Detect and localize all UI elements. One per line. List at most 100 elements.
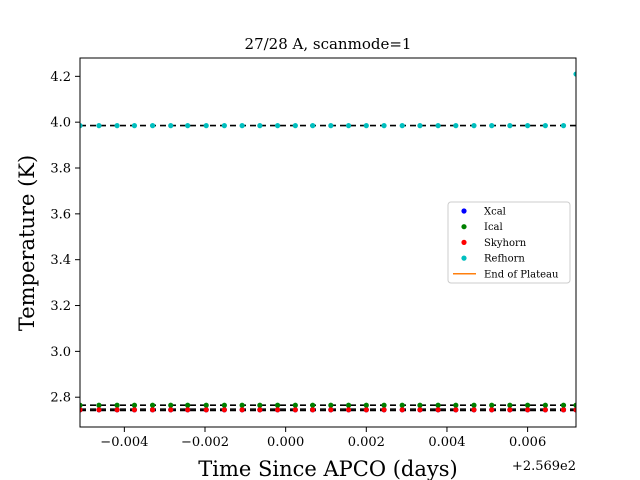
legend-marker — [461, 255, 467, 261]
x-tick-label: 0.002 — [348, 435, 385, 450]
ical-point — [257, 402, 263, 408]
legend-label: Xcal — [484, 207, 506, 218]
refhorn-point — [345, 123, 352, 129]
skyhorn-point — [114, 407, 120, 413]
refhorn-point — [542, 123, 548, 129]
ical-point — [435, 402, 441, 408]
skyhorn-point — [274, 407, 281, 413]
axes: −0.004 −0.002 0.000 0.002 0.004 0.006 2.8 3.0 3.… — [50, 57, 577, 450]
refhorn-point — [292, 123, 298, 129]
skyhorn-point — [363, 407, 369, 413]
legend-marker — [461, 224, 467, 230]
skyhorn-point — [417, 407, 423, 413]
x-axis-label: Time Since APCO (days) — [198, 457, 457, 480]
y-tick-label: 3.6 — [50, 207, 71, 222]
skyhorn-point — [573, 407, 576, 413]
x-tick-label: −0.002 — [181, 435, 229, 450]
x-tick-label: −0.004 — [100, 435, 148, 450]
y-tick-label: 4.2 — [50, 70, 71, 85]
refhorn-point — [203, 123, 209, 129]
ical-point — [417, 402, 423, 408]
ical-point — [131, 402, 138, 408]
ical-point — [345, 402, 352, 408]
skyhorn-point — [239, 407, 245, 413]
legend-label: Refhorn — [484, 254, 525, 265]
ical-point — [328, 402, 334, 408]
refhorn-point — [471, 123, 477, 129]
ical-point — [96, 402, 102, 408]
skyhorn-point — [435, 407, 441, 413]
x-tick-label: 0.006 — [509, 435, 546, 450]
skyhorn-point — [399, 407, 405, 413]
refhorn-point — [399, 123, 405, 129]
ical-point — [292, 402, 298, 408]
legend-marker — [461, 208, 467, 214]
refhorn-point — [221, 123, 227, 129]
skyhorn-point — [489, 407, 495, 413]
legend-marker — [461, 239, 467, 245]
plot-frame — [79, 57, 577, 428]
refhorn-point — [149, 123, 156, 129]
skyhorn-point — [560, 407, 567, 413]
skyhorn-point — [345, 407, 352, 413]
skyhorn-point — [292, 407, 298, 413]
ical-point — [310, 402, 316, 408]
refhorn-point — [507, 123, 513, 129]
ical-point — [149, 402, 156, 408]
skyhorn-point — [542, 407, 548, 413]
y-axis-label: Temperature (K) — [15, 155, 39, 331]
ical-point — [381, 402, 387, 408]
refhorn-point — [131, 123, 138, 129]
legend-label: End of Plateau — [484, 269, 559, 280]
y-tick-label: 4.0 — [50, 116, 71, 131]
chart-title: 27/28 A, scanmode=1 — [245, 35, 412, 53]
refhorn-point — [453, 123, 459, 129]
refhorn-point — [185, 123, 191, 129]
x-offset-label: +2.569e2 — [512, 459, 576, 474]
skyhorn-point — [453, 407, 459, 413]
x-tick-label: 0.000 — [267, 435, 304, 450]
ical-point — [399, 402, 405, 408]
y-tick-label: 3.8 — [50, 162, 71, 177]
legend: Xcal Ical Skyhorn Refhorn End of Plateau — [447, 201, 571, 284]
ical-point — [471, 402, 477, 408]
ical-point — [239, 402, 245, 408]
refhorn-point — [560, 123, 567, 129]
refhorn-point — [381, 123, 387, 129]
refhorn-point — [525, 123, 531, 129]
y-tick-label: 3.2 — [50, 299, 71, 314]
refhorn-point — [239, 123, 245, 129]
ical-point — [221, 402, 227, 408]
refhorn-point — [80, 123, 83, 129]
y-tick-label: 3.0 — [50, 345, 71, 360]
skyhorn-point — [149, 407, 156, 413]
skyhorn-point — [203, 407, 209, 413]
ical-point — [168, 402, 174, 408]
refhorn-point — [328, 123, 334, 129]
refhorn-point — [310, 123, 316, 129]
refhorn-point — [274, 123, 281, 129]
skyhorn-point — [168, 407, 174, 413]
legend-box — [447, 201, 571, 284]
skyhorn-point — [131, 407, 138, 413]
skyhorn-point — [221, 407, 227, 413]
refhorn-point — [573, 71, 576, 77]
y-tick-label: 2.8 — [50, 391, 71, 406]
refhorn-point — [435, 123, 441, 129]
plot-marks — [80, 71, 576, 413]
ical-point — [573, 402, 576, 408]
skyhorn-point — [525, 407, 531, 413]
skyhorn-point — [257, 407, 263, 413]
refhorn-point — [96, 123, 102, 129]
ical-point — [363, 402, 369, 408]
ical-point — [80, 402, 83, 408]
skyhorn-point — [80, 407, 83, 413]
skyhorn-point — [310, 407, 316, 413]
refhorn-point — [114, 123, 120, 129]
ical-point — [489, 402, 495, 408]
legend-label: Skyhorn — [484, 238, 527, 249]
y-tick-label: 3.4 — [50, 253, 71, 268]
refhorn-point — [363, 123, 369, 129]
refhorn-point — [417, 123, 423, 129]
